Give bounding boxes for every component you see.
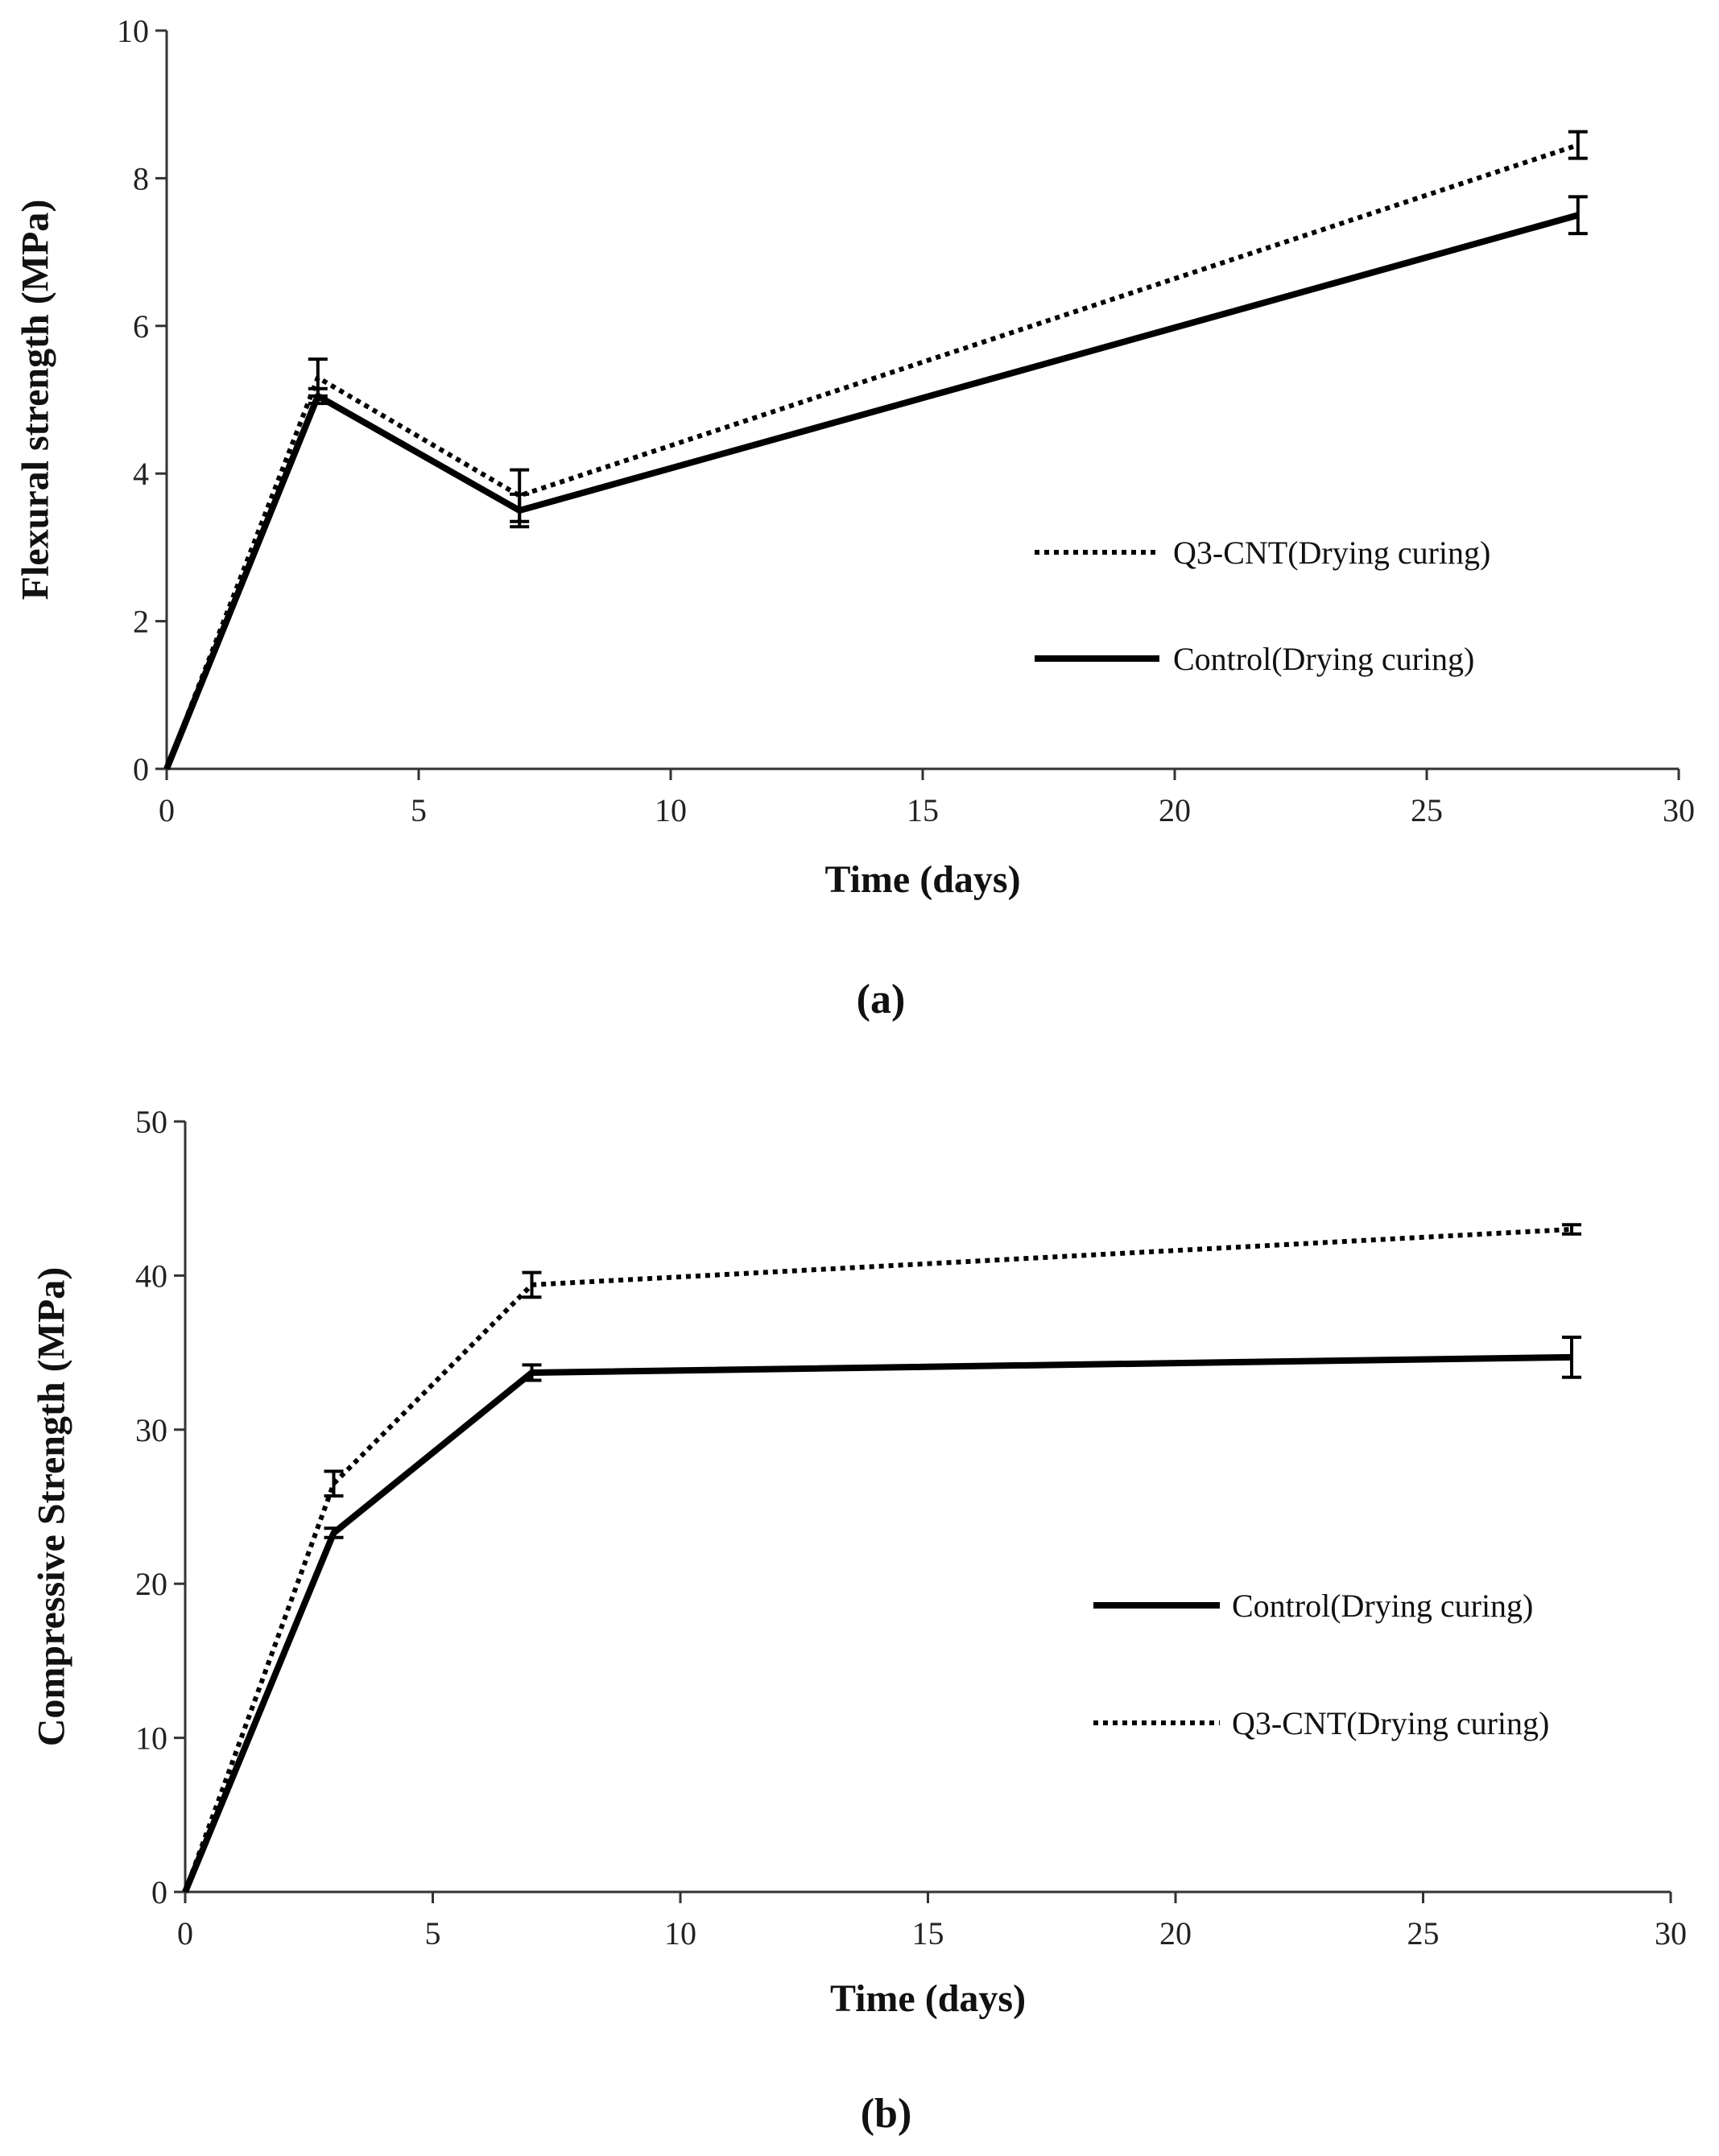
y-tick-label: 8 [133,160,149,196]
y-tick-label: 6 [133,308,149,345]
panel-b-compressive-chart: 0 10 20 30 40 50 0 5 10 15 20 25 30 Time (days) Compre… [31,1104,1688,2137]
error-bar [1568,130,1588,160]
y-tick-label: 50 [135,1104,167,1140]
error-bar [324,1469,344,1498]
y-tick-label: 2 [133,604,149,640]
x-tick-label: 0 [159,792,175,828]
error-bar [522,1270,542,1299]
error-bar [308,386,328,406]
x-tick-label: 15 [912,1915,944,1952]
error-bar [1562,1223,1581,1236]
x-axis-title: Time (days) [824,858,1020,901]
legend-entry: Q3-CNT(Drying curing) [1035,535,1490,571]
legend-label: Q3-CNT(Drying curing) [1173,535,1490,571]
series-line-control [163,212,1579,770]
error-bar [1562,1335,1581,1379]
legend-label: Q3-CNT(Drying curing) [1232,1705,1549,1741]
panel-label: (b) [861,2091,912,2137]
legend-entry: Q3-CNT(Drying curing) [1093,1705,1549,1741]
legend-label: Control(Drying curing) [1232,1588,1533,1624]
y-tick-label: 4 [133,456,149,492]
x-tick-label: 20 [1159,792,1191,828]
legend-entry: Control(Drying curing) [1093,1588,1533,1624]
y-tick-label: 10 [135,1720,167,1757]
x-tick-label: 5 [425,1915,441,1952]
y-tick-label: 10 [117,13,149,49]
x-tick-label: 30 [1663,792,1695,828]
y-tick-label: 0 [151,1874,167,1910]
x-axis-title: Time (days) [830,1977,1026,2020]
x-tick-label: 25 [1407,1915,1440,1952]
y-tick-label: 40 [135,1258,167,1294]
y-tick-label: 0 [133,751,149,787]
x-tick-label: 15 [907,792,939,828]
panel-label: (a) [857,977,906,1022]
legend-entry: Control(Drying curing) [1035,641,1474,677]
error-bar [522,1363,542,1382]
legend-label: Control(Drying curing) [1173,641,1474,677]
x-tick-label: 20 [1159,1915,1192,1952]
y-axis-title: Flexural strength (MPa) [14,200,57,601]
error-bar [510,492,530,529]
x-tick-label: 10 [664,1915,696,1952]
x-tick-label: 10 [655,792,687,828]
y-tick-label: 30 [135,1412,167,1448]
series-line-q3-cnt [183,1226,1572,1894]
y-axis-title: Compressive Strength (MPa) [31,1267,73,1746]
error-bar [1568,195,1588,236]
y-tick-label: 20 [135,1566,167,1602]
panel-a-flexural-chart: 0 2 4 6 8 10 0 5 10 15 20 25 30 Time (days) Flexural s… [14,13,1696,1022]
x-tick-label: 5 [411,792,427,828]
error-bar [324,1526,344,1539]
x-tick-label: 30 [1655,1915,1687,1952]
series-line-control [182,1353,1572,1894]
series-line-q3-cnt [164,142,1579,770]
x-tick-label: 0 [177,1915,193,1952]
x-tick-label: 25 [1411,792,1443,828]
